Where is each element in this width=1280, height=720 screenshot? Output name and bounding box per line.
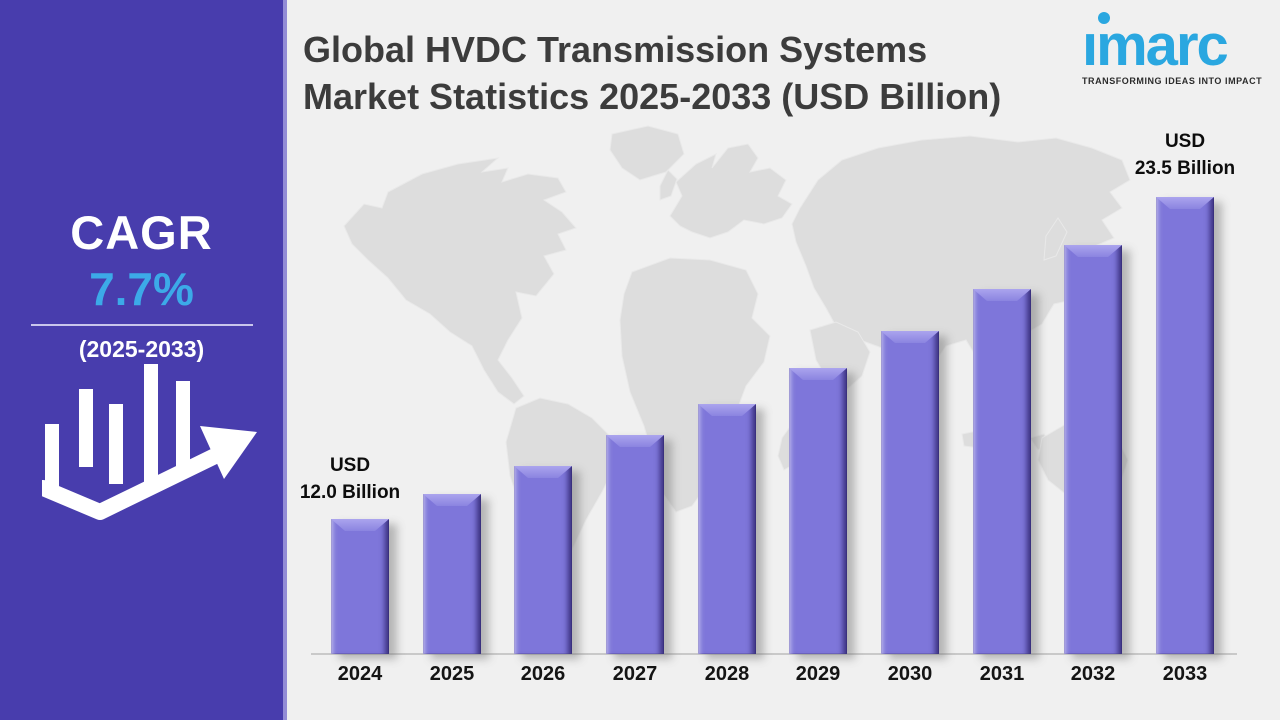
map-greenland [609,125,685,181]
bar-2028 [698,404,756,654]
map-united-kingdom [659,169,678,201]
cagr-value: 7.7% [89,263,194,315]
logo-wordmark: ımarc [1082,13,1229,78]
map-north-america [343,157,577,405]
bar-2030 [881,331,939,654]
year-label-2024: 2024 [337,663,383,685]
year-label-2026: 2026 [520,663,566,685]
map-japan [1043,217,1068,261]
map-europe [669,143,793,239]
value-label-2024: USD 12.0 Billion [275,452,425,506]
page-title-line1: Global HVDC Transmission Systems [303,29,928,70]
bar-2032 [1064,245,1122,654]
logo-dot-icon [1098,12,1110,24]
cagr-panel: CAGR 7.7% (2025-2033) [0,0,287,720]
value-label-2033-line2: 23.5 Billion [1134,158,1236,179]
value-label-2033: USD 23.5 Billion [1110,128,1260,182]
cagr-label: CAGR [70,206,213,259]
bar-2029 [789,368,847,654]
year-label-2025: 2025 [429,663,475,685]
bar-2024 [331,519,389,654]
year-label-2031: 2031 [979,663,1025,685]
page-title-line2: Market Statistics 2025-2033 (USD Billion… [303,76,1002,117]
year-label-2030: 2030 [887,663,933,685]
bar-2025 [423,494,481,654]
bar-2026 [514,466,572,654]
cagr-period: (2025-2033) [78,336,205,362]
bar-2031 [973,289,1031,654]
value-label-2033-line1: USD [1164,131,1206,152]
page-title: Global HVDC Transmission Systems Market … [303,26,1063,120]
year-label-2032: 2032 [1070,663,1116,685]
x-axis-line [311,653,1237,655]
year-label-2033: 2033 [1162,663,1208,685]
growth-bars-arrow-icon [42,364,257,520]
bar-2033 [1156,197,1214,654]
value-label-2024-line1: USD [329,455,371,476]
divider [30,324,253,326]
year-label-2028: 2028 [704,663,750,685]
year-label-2027: 2027 [612,663,658,685]
year-label-2029: 2029 [795,663,841,685]
imarc-logo: ımarc TRANSFORMING IDEAS INTO IMPACT [1082,8,1272,86]
bar-2027 [606,435,664,654]
logo-tagline: TRANSFORMING IDEAS INTO IMPACT [1082,76,1263,86]
value-label-2024-line2: 12.0 Billion [299,482,401,503]
